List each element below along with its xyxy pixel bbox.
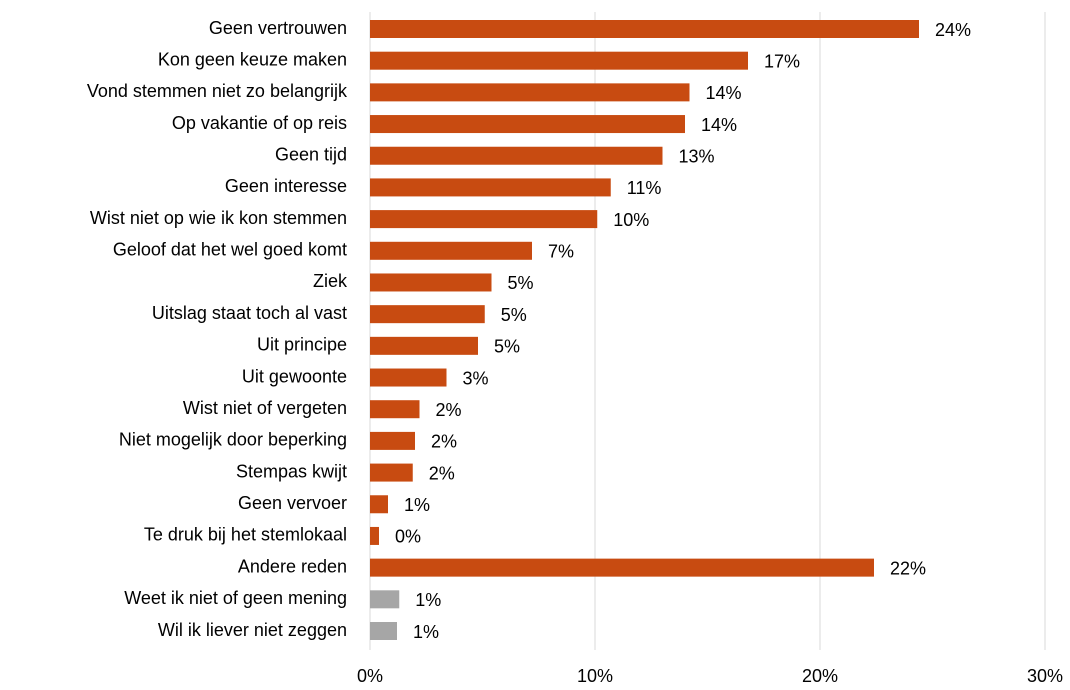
data-label: 17% bbox=[764, 51, 800, 71]
y-tick-label: Ziek bbox=[313, 271, 348, 291]
bar bbox=[370, 20, 919, 38]
y-tick-label: Wist niet op wie ik kon stemmen bbox=[90, 208, 347, 228]
y-tick-label: Vond stemmen niet zo belangrijk bbox=[87, 81, 348, 101]
data-label: 7% bbox=[548, 242, 574, 262]
bar bbox=[370, 210, 598, 229]
bar bbox=[370, 590, 400, 609]
y-tick-label: Weet ik niet of geen mening bbox=[124, 588, 347, 608]
bar bbox=[370, 622, 397, 640]
data-label: 5% bbox=[494, 337, 520, 357]
bar bbox=[370, 495, 388, 514]
data-label: 2% bbox=[431, 432, 457, 452]
bar bbox=[370, 463, 413, 482]
y-tick-label: Uit principe bbox=[257, 335, 347, 355]
y-tick-label: Andere reden bbox=[238, 556, 347, 576]
y-tick-label: Stempas kwijt bbox=[236, 461, 347, 481]
x-tick-label: 20% bbox=[802, 666, 838, 685]
y-tick-label: Geen vervoer bbox=[238, 493, 347, 513]
y-tick-label: Uit gewoonte bbox=[242, 366, 347, 386]
bar bbox=[370, 305, 485, 324]
y-tick-label: Niet mogelijk door beperking bbox=[119, 430, 347, 450]
bar bbox=[370, 51, 748, 70]
bar bbox=[370, 83, 690, 102]
data-label: 10% bbox=[613, 210, 649, 230]
bar bbox=[370, 558, 874, 577]
y-tick-label: Geen vertrouwen bbox=[209, 18, 347, 38]
data-label: 5% bbox=[501, 305, 527, 325]
x-tick-label: 10% bbox=[577, 666, 613, 685]
y-tick-label: Geen interesse bbox=[225, 176, 347, 196]
y-tick-label: Te druk bij het stemlokaal bbox=[144, 525, 347, 545]
data-label: 14% bbox=[706, 83, 742, 103]
data-label: 2% bbox=[436, 400, 462, 420]
bar bbox=[370, 146, 663, 165]
y-tick-label: Wist niet of vergeten bbox=[183, 398, 347, 418]
data-label: 3% bbox=[463, 368, 489, 388]
y-tick-label: Kon geen keuze maken bbox=[158, 49, 347, 69]
y-tick-label: Geen tijd bbox=[275, 144, 347, 164]
bar bbox=[370, 526, 379, 545]
data-label: 0% bbox=[395, 527, 421, 547]
y-tick-label: Uitslag staat toch al vast bbox=[152, 303, 347, 323]
data-label: 24% bbox=[935, 20, 971, 40]
data-label: 1% bbox=[413, 622, 439, 642]
y-tick-label: Op vakantie of op reis bbox=[172, 113, 347, 133]
y-tick-label: Wil ik liever niet zeggen bbox=[158, 620, 347, 640]
data-label: 11% bbox=[627, 178, 662, 198]
bar bbox=[370, 336, 478, 355]
bar bbox=[370, 273, 492, 292]
data-label: 14% bbox=[701, 115, 737, 135]
data-label: 2% bbox=[429, 463, 455, 483]
data-label: 13% bbox=[679, 146, 715, 166]
bar bbox=[370, 431, 415, 450]
bar bbox=[370, 178, 611, 197]
y-tick-label: Geloof dat het wel goed komt bbox=[113, 240, 347, 260]
bar bbox=[370, 241, 532, 260]
bar bbox=[370, 368, 447, 387]
data-label: 1% bbox=[404, 495, 430, 515]
x-tick-label: 30% bbox=[1027, 666, 1063, 685]
data-label: 1% bbox=[415, 590, 441, 610]
data-label: 22% bbox=[890, 558, 926, 578]
bar bbox=[370, 115, 685, 134]
x-tick-label: 0% bbox=[357, 666, 383, 685]
data-label: 5% bbox=[508, 273, 534, 293]
bar bbox=[370, 400, 420, 419]
